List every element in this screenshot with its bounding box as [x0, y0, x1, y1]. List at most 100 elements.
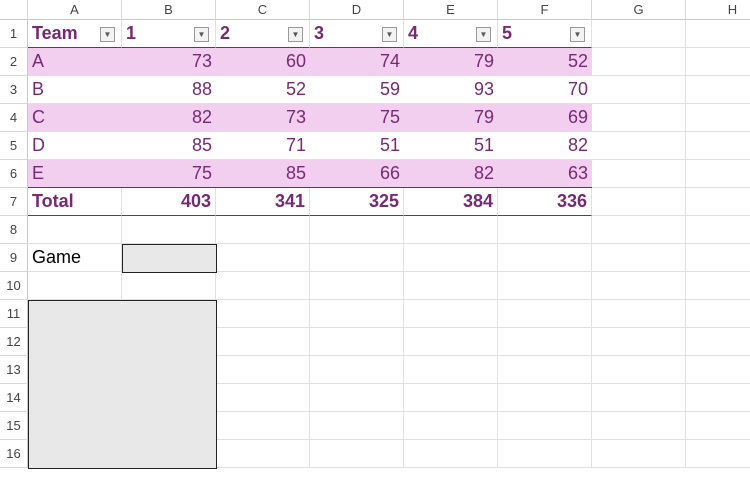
row-header-16[interactable]: 16 — [0, 440, 28, 468]
cell-A9[interactable]: Game — [28, 244, 122, 272]
cell-A7[interactable]: Total — [28, 188, 122, 216]
row-header-2[interactable]: 2 — [0, 48, 28, 76]
cell-A8[interactable] — [28, 216, 122, 244]
cell-B1[interactable]: 1 ▼ — [122, 20, 216, 48]
cell-G4[interactable] — [592, 104, 686, 132]
filter-dropdown-icon[interactable]: ▼ — [288, 27, 303, 42]
cell-B2[interactable]: 73 — [122, 48, 216, 76]
row-header-4[interactable]: 4 — [0, 104, 28, 132]
row-header-5[interactable]: 5 — [0, 132, 28, 160]
cell-C7[interactable]: 341 — [216, 188, 310, 216]
row-header-10[interactable]: 10 — [0, 272, 28, 300]
cell-C3[interactable]: 52 — [216, 76, 310, 104]
cell-F16[interactable] — [498, 440, 592, 468]
cell-E3[interactable]: 93 — [404, 76, 498, 104]
row-header-11[interactable]: 11 — [0, 300, 28, 328]
cell-A2[interactable]: A — [28, 48, 122, 76]
column-header-A[interactable]: A — [28, 0, 122, 20]
filter-dropdown-icon[interactable]: ▼ — [570, 27, 585, 42]
cell-G6[interactable] — [592, 160, 686, 188]
cell-G11[interactable] — [592, 300, 686, 328]
cell-D9[interactable] — [310, 244, 404, 272]
shape-placeholder[interactable] — [28, 300, 217, 469]
cell-A5[interactable]: D — [28, 132, 122, 160]
cell-E7[interactable]: 384 — [404, 188, 498, 216]
cell-G14[interactable] — [592, 384, 686, 412]
cell-C8[interactable] — [216, 216, 310, 244]
filter-dropdown-icon[interactable]: ▼ — [194, 27, 209, 42]
cell-G9[interactable] — [592, 244, 686, 272]
filter-dropdown-icon[interactable]: ▼ — [100, 27, 115, 42]
cell-G5[interactable] — [592, 132, 686, 160]
cell-B7[interactable]: 403 — [122, 188, 216, 216]
cell-G8[interactable] — [592, 216, 686, 244]
cell-C5[interactable]: 71 — [216, 132, 310, 160]
cell-D10[interactable] — [310, 272, 404, 300]
row-header-12[interactable]: 12 — [0, 328, 28, 356]
cell-D14[interactable] — [310, 384, 404, 412]
cell-H9[interactable] — [686, 244, 750, 272]
cell-H10[interactable] — [686, 272, 750, 300]
cell-D5[interactable]: 51 — [310, 132, 404, 160]
cell-B8[interactable] — [122, 216, 216, 244]
cell-B5[interactable]: 85 — [122, 132, 216, 160]
cell-E14[interactable] — [404, 384, 498, 412]
cell-D6[interactable]: 66 — [310, 160, 404, 188]
cell-G7[interactable] — [592, 188, 686, 216]
cell-H5[interactable] — [686, 132, 750, 160]
cell-F8[interactable] — [498, 216, 592, 244]
cell-D8[interactable] — [310, 216, 404, 244]
cell-C14[interactable] — [216, 384, 310, 412]
cell-F7[interactable]: 336 — [498, 188, 592, 216]
column-header-E[interactable]: E — [404, 0, 498, 20]
column-header-H[interactable]: H — [686, 0, 750, 20]
cell-D4[interactable]: 75 — [310, 104, 404, 132]
cell-H3[interactable] — [686, 76, 750, 104]
cell-G1[interactable] — [592, 20, 686, 48]
cell-E13[interactable] — [404, 356, 498, 384]
cell-C2[interactable]: 60 — [216, 48, 310, 76]
cell-A3[interactable]: B — [28, 76, 122, 104]
cell-E5[interactable]: 51 — [404, 132, 498, 160]
cell-G16[interactable] — [592, 440, 686, 468]
cell-E8[interactable] — [404, 216, 498, 244]
cell-C4[interactable]: 73 — [216, 104, 310, 132]
row-header-14[interactable]: 14 — [0, 384, 28, 412]
select-all-corner[interactable] — [0, 0, 28, 20]
cell-D3[interactable]: 59 — [310, 76, 404, 104]
column-header-F[interactable]: F — [498, 0, 592, 20]
cell-D7[interactable]: 325 — [310, 188, 404, 216]
cell-D13[interactable] — [310, 356, 404, 384]
cell-E9[interactable] — [404, 244, 498, 272]
row-header-1[interactable]: 1 — [0, 20, 28, 48]
cell-D2[interactable]: 74 — [310, 48, 404, 76]
cell-F1[interactable]: 5 ▼ — [498, 20, 592, 48]
cell-H16[interactable] — [686, 440, 750, 468]
cell-F15[interactable] — [498, 412, 592, 440]
cell-E12[interactable] — [404, 328, 498, 356]
cell-E2[interactable]: 79 — [404, 48, 498, 76]
row-header-15[interactable]: 15 — [0, 412, 28, 440]
cell-H6[interactable] — [686, 160, 750, 188]
row-header-8[interactable]: 8 — [0, 216, 28, 244]
cell-F9[interactable] — [498, 244, 592, 272]
column-header-C[interactable]: C — [216, 0, 310, 20]
cell-H11[interactable] — [686, 300, 750, 328]
cell-H14[interactable] — [686, 384, 750, 412]
column-header-G[interactable]: G — [592, 0, 686, 20]
cell-A4[interactable]: C — [28, 104, 122, 132]
row-header-7[interactable]: 7 — [0, 188, 28, 216]
cell-C9[interactable] — [216, 244, 310, 272]
row-header-6[interactable]: 6 — [0, 160, 28, 188]
cell-H1[interactable] — [686, 20, 750, 48]
cell-G2[interactable] — [592, 48, 686, 76]
cell-F2[interactable]: 52 — [498, 48, 592, 76]
cell-D16[interactable] — [310, 440, 404, 468]
cell-E6[interactable]: 82 — [404, 160, 498, 188]
cell-A6[interactable]: E — [28, 160, 122, 188]
cell-H4[interactable] — [686, 104, 750, 132]
cell-F12[interactable] — [498, 328, 592, 356]
cell-H2[interactable] — [686, 48, 750, 76]
cell-C13[interactable] — [216, 356, 310, 384]
cell-A10[interactable] — [28, 272, 122, 300]
